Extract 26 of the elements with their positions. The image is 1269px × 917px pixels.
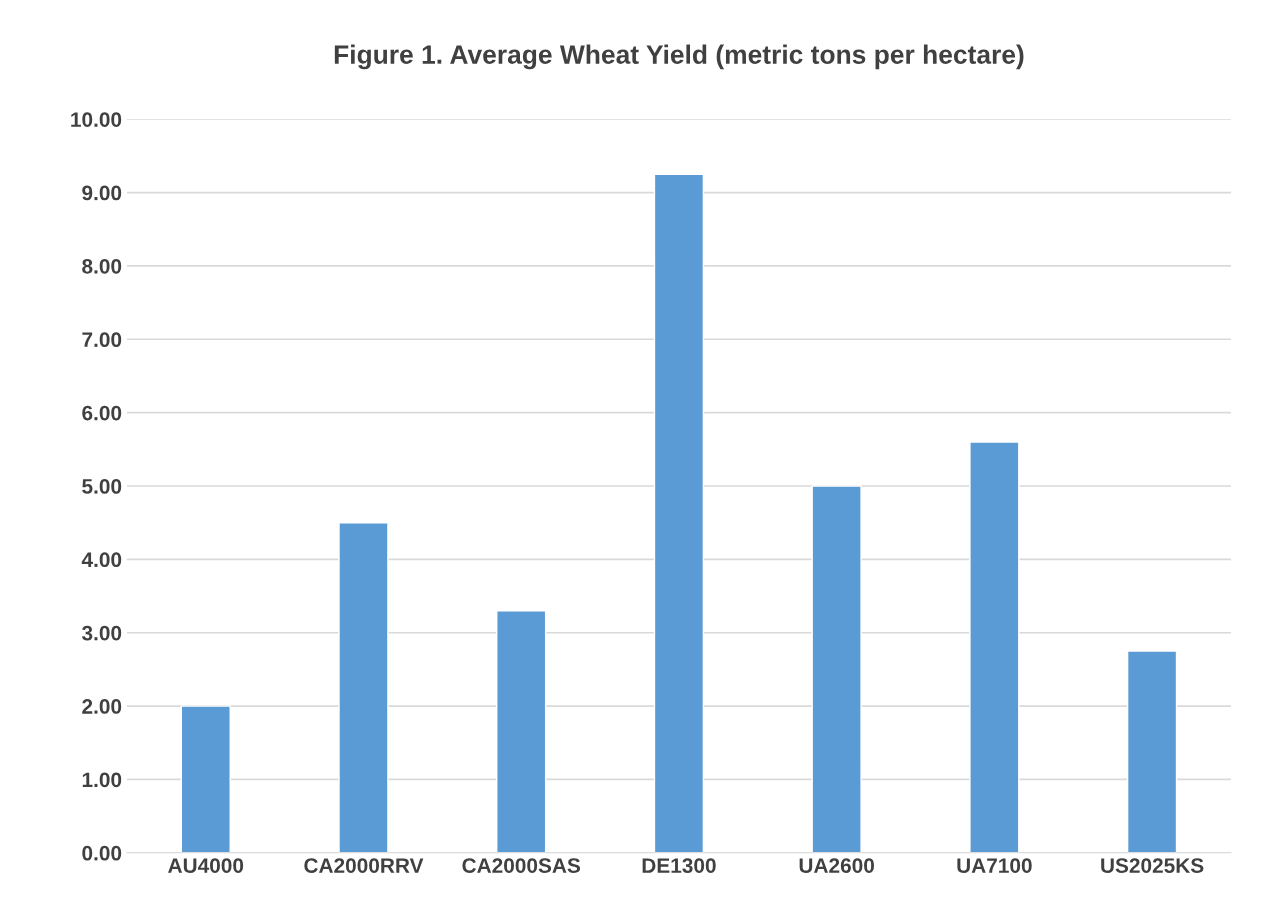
chart-title: Figure 1. Average Wheat Yield (metric tons per hectare) (334, 44, 1024, 70)
y-tick-label: 3.00 (81, 625, 122, 641)
y-tick-label: 8.00 (82, 258, 122, 274)
bar (653, 173, 705, 853)
y-tick-label: 5.00 (82, 479, 122, 494)
y-tick-label: 1.00 (82, 772, 122, 788)
x-tick-label: US2025KS (1101, 858, 1204, 873)
x-tick-label: CA2000RRV (304, 858, 424, 873)
bar (1126, 650, 1178, 853)
bar (969, 441, 1020, 853)
y-tick-label: 10.00 (71, 112, 122, 127)
bar (496, 610, 547, 853)
y-tick-label: 9.00 (82, 185, 122, 201)
y-tick-label: 4.00 (81, 552, 122, 568)
x-tick-label: UA7100 (957, 858, 1032, 873)
x-tick-label: DE1300 (642, 858, 716, 873)
y-tick-label: 6.00 (82, 405, 122, 421)
bar (811, 485, 862, 853)
bar (180, 705, 231, 853)
x-tick-label: CA2000SAS (462, 858, 581, 873)
bar (338, 521, 389, 853)
y-tick-label: 7.00 (82, 332, 122, 348)
y-tick-label: 2.00 (82, 699, 122, 714)
x-tick-label: UA2600 (799, 858, 874, 873)
y-tick-label: 0.00 (82, 845, 122, 861)
x-tick-label: AU4000 (168, 858, 244, 873)
